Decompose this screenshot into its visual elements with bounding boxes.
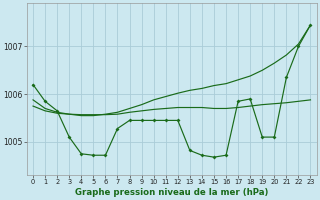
X-axis label: Graphe pression niveau de la mer (hPa): Graphe pression niveau de la mer (hPa) bbox=[75, 188, 268, 197]
